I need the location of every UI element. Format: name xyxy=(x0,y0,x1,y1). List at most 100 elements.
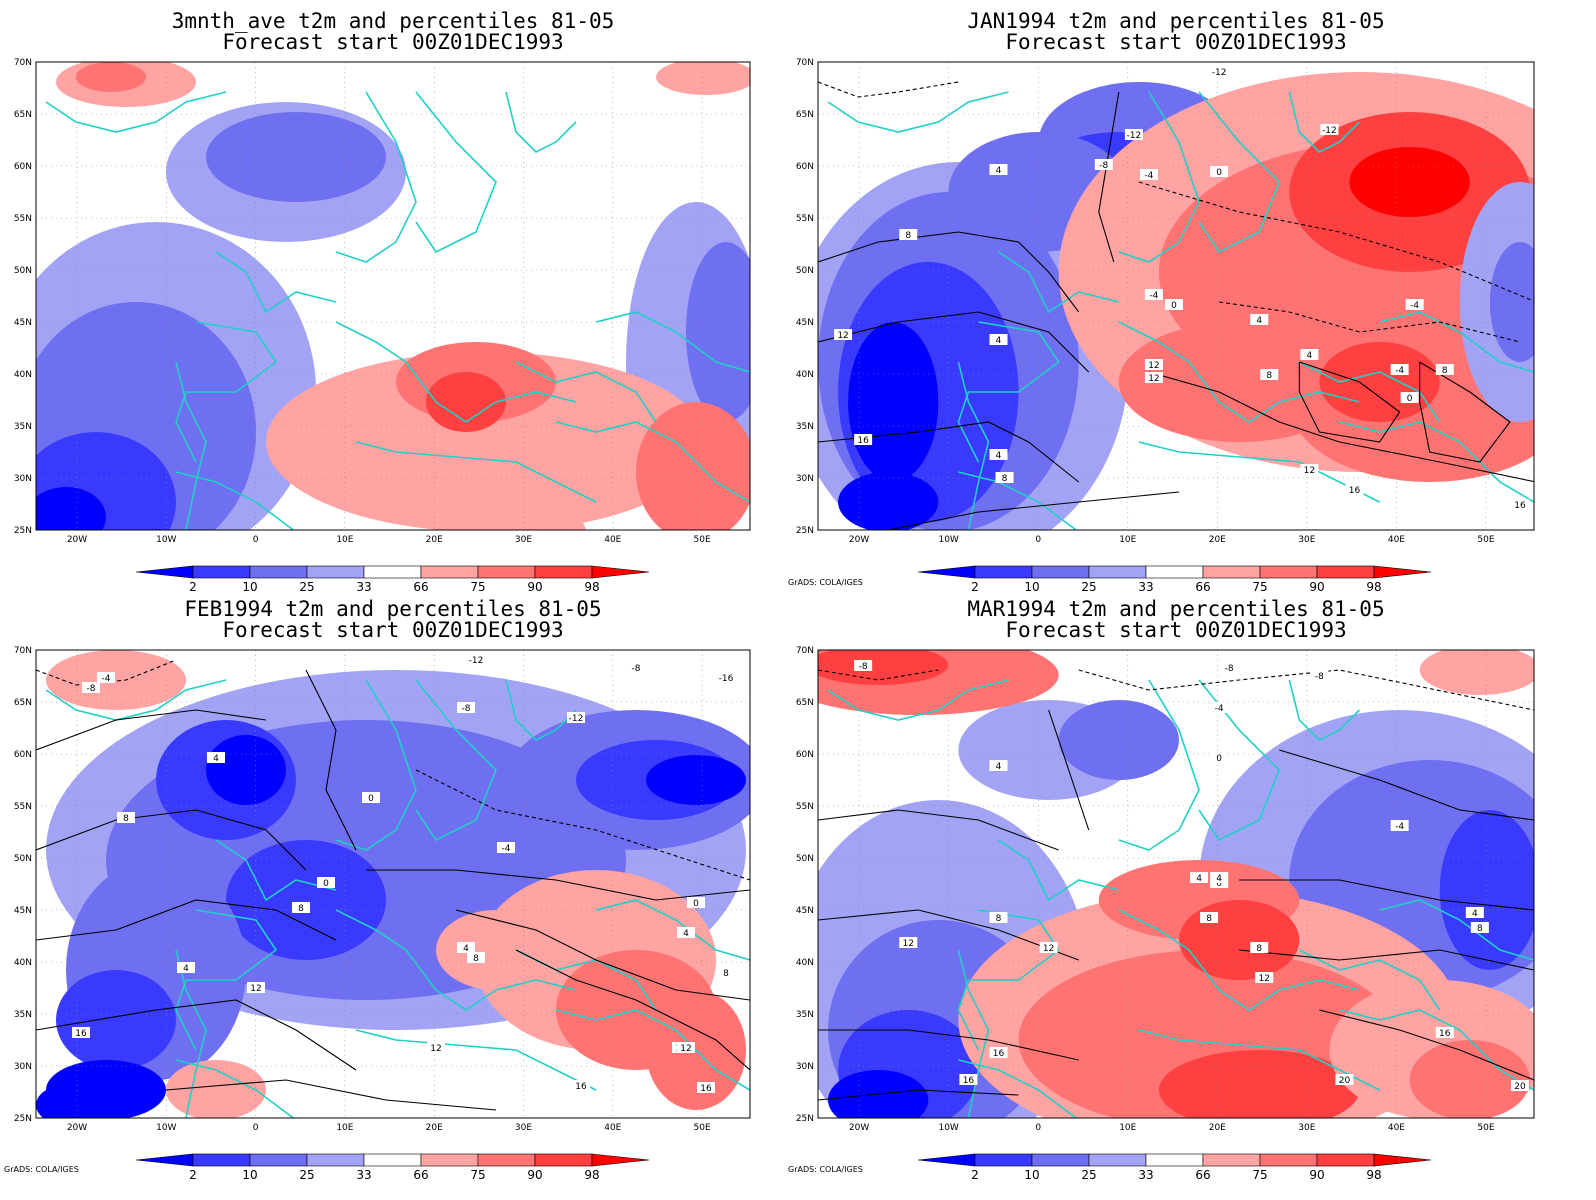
percentile-shade xyxy=(848,322,939,482)
colorbar-label: 10 xyxy=(1024,580,1039,594)
lat-tick-label: 45N xyxy=(796,906,814,916)
contour-label-bg xyxy=(82,682,100,693)
contour-label-bg xyxy=(854,434,873,445)
temperature-contour xyxy=(36,659,177,686)
colorbar-right-arrow xyxy=(591,1153,650,1167)
percentile-shade xyxy=(646,755,746,805)
contour-label: 16 xyxy=(1439,1029,1451,1039)
coastline xyxy=(827,679,1009,721)
colorbar-label: 10 xyxy=(1024,1168,1039,1182)
temperature-contour xyxy=(366,869,750,901)
colorbar: 2 10 25 33 66 75 90 98 xyxy=(917,565,1432,594)
percentile-shade xyxy=(1419,650,1534,695)
lon-tick-label: 10W xyxy=(156,535,176,545)
colorbar-segment xyxy=(534,1153,593,1167)
contour-label: 4 xyxy=(1256,316,1262,326)
colorbar-segment xyxy=(1031,565,1090,579)
lon-tick-label: 30E xyxy=(1298,1123,1315,1133)
contour-label: 4 xyxy=(213,754,219,764)
coastline xyxy=(998,839,1120,902)
lat-tick-label: 60N xyxy=(14,162,32,172)
contour-label: 20 xyxy=(1339,1076,1351,1086)
percentile-shade xyxy=(36,487,106,530)
contour-label-bg xyxy=(989,760,1008,771)
lon-tick-label: 0 xyxy=(253,1123,259,1133)
panel-feb: FEB1994 t2m and percentiles 81-05Forecas… xyxy=(4,597,751,1182)
contour-label-bg xyxy=(1260,369,1279,380)
colorbar-segment xyxy=(363,565,422,579)
coastline xyxy=(595,311,750,373)
contour-label-bg xyxy=(627,662,645,673)
contour-label-bg xyxy=(572,1080,590,1091)
colorbar-label: 10 xyxy=(242,1168,257,1182)
map-frame xyxy=(817,649,1535,1119)
contour-label-bg xyxy=(1144,359,1163,370)
colorbar-segment xyxy=(477,1153,536,1167)
lat-tick-label: 25N xyxy=(796,1114,814,1124)
contour-label: 4 xyxy=(996,451,1002,461)
contour-label: -8 xyxy=(1315,672,1324,682)
coastline xyxy=(957,361,990,530)
lat-tick-label: 55N xyxy=(14,214,32,224)
lat-tick-label: 50N xyxy=(14,266,32,276)
contour-label-bg xyxy=(1250,942,1269,953)
lat-tick-label: 40N xyxy=(796,958,814,968)
percentile-shade xyxy=(436,910,556,990)
temperature-contour xyxy=(1239,879,1534,911)
temperature-contour xyxy=(1419,361,1511,463)
contour-label-bg xyxy=(1300,464,1319,475)
contour-label: 8 xyxy=(1206,914,1212,924)
colorbar-label: 90 xyxy=(527,1168,542,1182)
panel-title: MAR1994 t2m and percentiles 81-05 xyxy=(967,597,1384,621)
percentile-shade xyxy=(166,1060,266,1118)
coastline xyxy=(175,949,207,1118)
lon-tick-label: 50E xyxy=(694,1123,711,1133)
coastline xyxy=(335,91,417,263)
temperature-contour xyxy=(885,491,1180,530)
temperature-contour xyxy=(305,669,357,851)
contour-label: 12 xyxy=(837,331,848,341)
lon-tick-label: 10W xyxy=(156,1123,176,1133)
temperature-contour xyxy=(818,231,1080,313)
temperature-contour xyxy=(1279,749,1534,821)
contour-label: 12 xyxy=(250,984,261,994)
lat-tick-label: 25N xyxy=(796,526,814,536)
grads-credit: GrADS: COLA/IGES xyxy=(788,578,863,587)
contour-label: -4 xyxy=(1149,291,1158,301)
grads-credit: GrADS: COLA/IGES xyxy=(788,1165,863,1174)
contour-label-bg xyxy=(995,472,1014,483)
contour-label-bg xyxy=(687,897,705,908)
contour-label: 12 xyxy=(1148,374,1159,384)
colorbar: 2 10 25 33 66 75 90 98 xyxy=(135,1153,650,1182)
contour-label-bg xyxy=(97,672,115,683)
contour-label-bg xyxy=(457,942,475,953)
contour-label-bg xyxy=(467,654,485,665)
coastline xyxy=(1198,679,1281,842)
lon-tick-label: 20W xyxy=(849,1123,869,1133)
contour-label: -8 xyxy=(462,704,471,714)
panel-subtitle: Forecast start 00Z01DEC1993 xyxy=(222,618,563,642)
contour-label-bg xyxy=(1144,289,1163,300)
contour-label: 16 xyxy=(575,1082,587,1092)
colorbar-label: 66 xyxy=(1195,580,1210,594)
contour-label: -12 xyxy=(1212,68,1227,78)
panel-subtitle: Forecast start 00Z01DEC1993 xyxy=(1005,618,1346,642)
coastline xyxy=(415,91,497,254)
colorbar-segment xyxy=(1088,565,1147,579)
coastline xyxy=(45,91,227,133)
grads-credit: GrADS: COLA/IGES xyxy=(4,1165,79,1174)
panel-subtitle: Forecast start 00Z01DEC1993 xyxy=(1005,30,1346,54)
lat-tick-label: 30N xyxy=(14,1062,32,1072)
contour-label: 16 xyxy=(1349,486,1361,496)
lat-tick-label: 60N xyxy=(796,750,814,760)
coastline xyxy=(335,909,577,1011)
contour-label: 4 xyxy=(683,929,689,939)
percentile-shade xyxy=(206,112,386,202)
coastline xyxy=(827,91,1009,133)
percentile-shade xyxy=(266,352,706,530)
colorbar-segment xyxy=(306,1153,365,1167)
contour-label-bg xyxy=(1144,372,1163,383)
coastline xyxy=(175,361,207,530)
lon-tick-label: 50E xyxy=(1477,1123,1494,1133)
